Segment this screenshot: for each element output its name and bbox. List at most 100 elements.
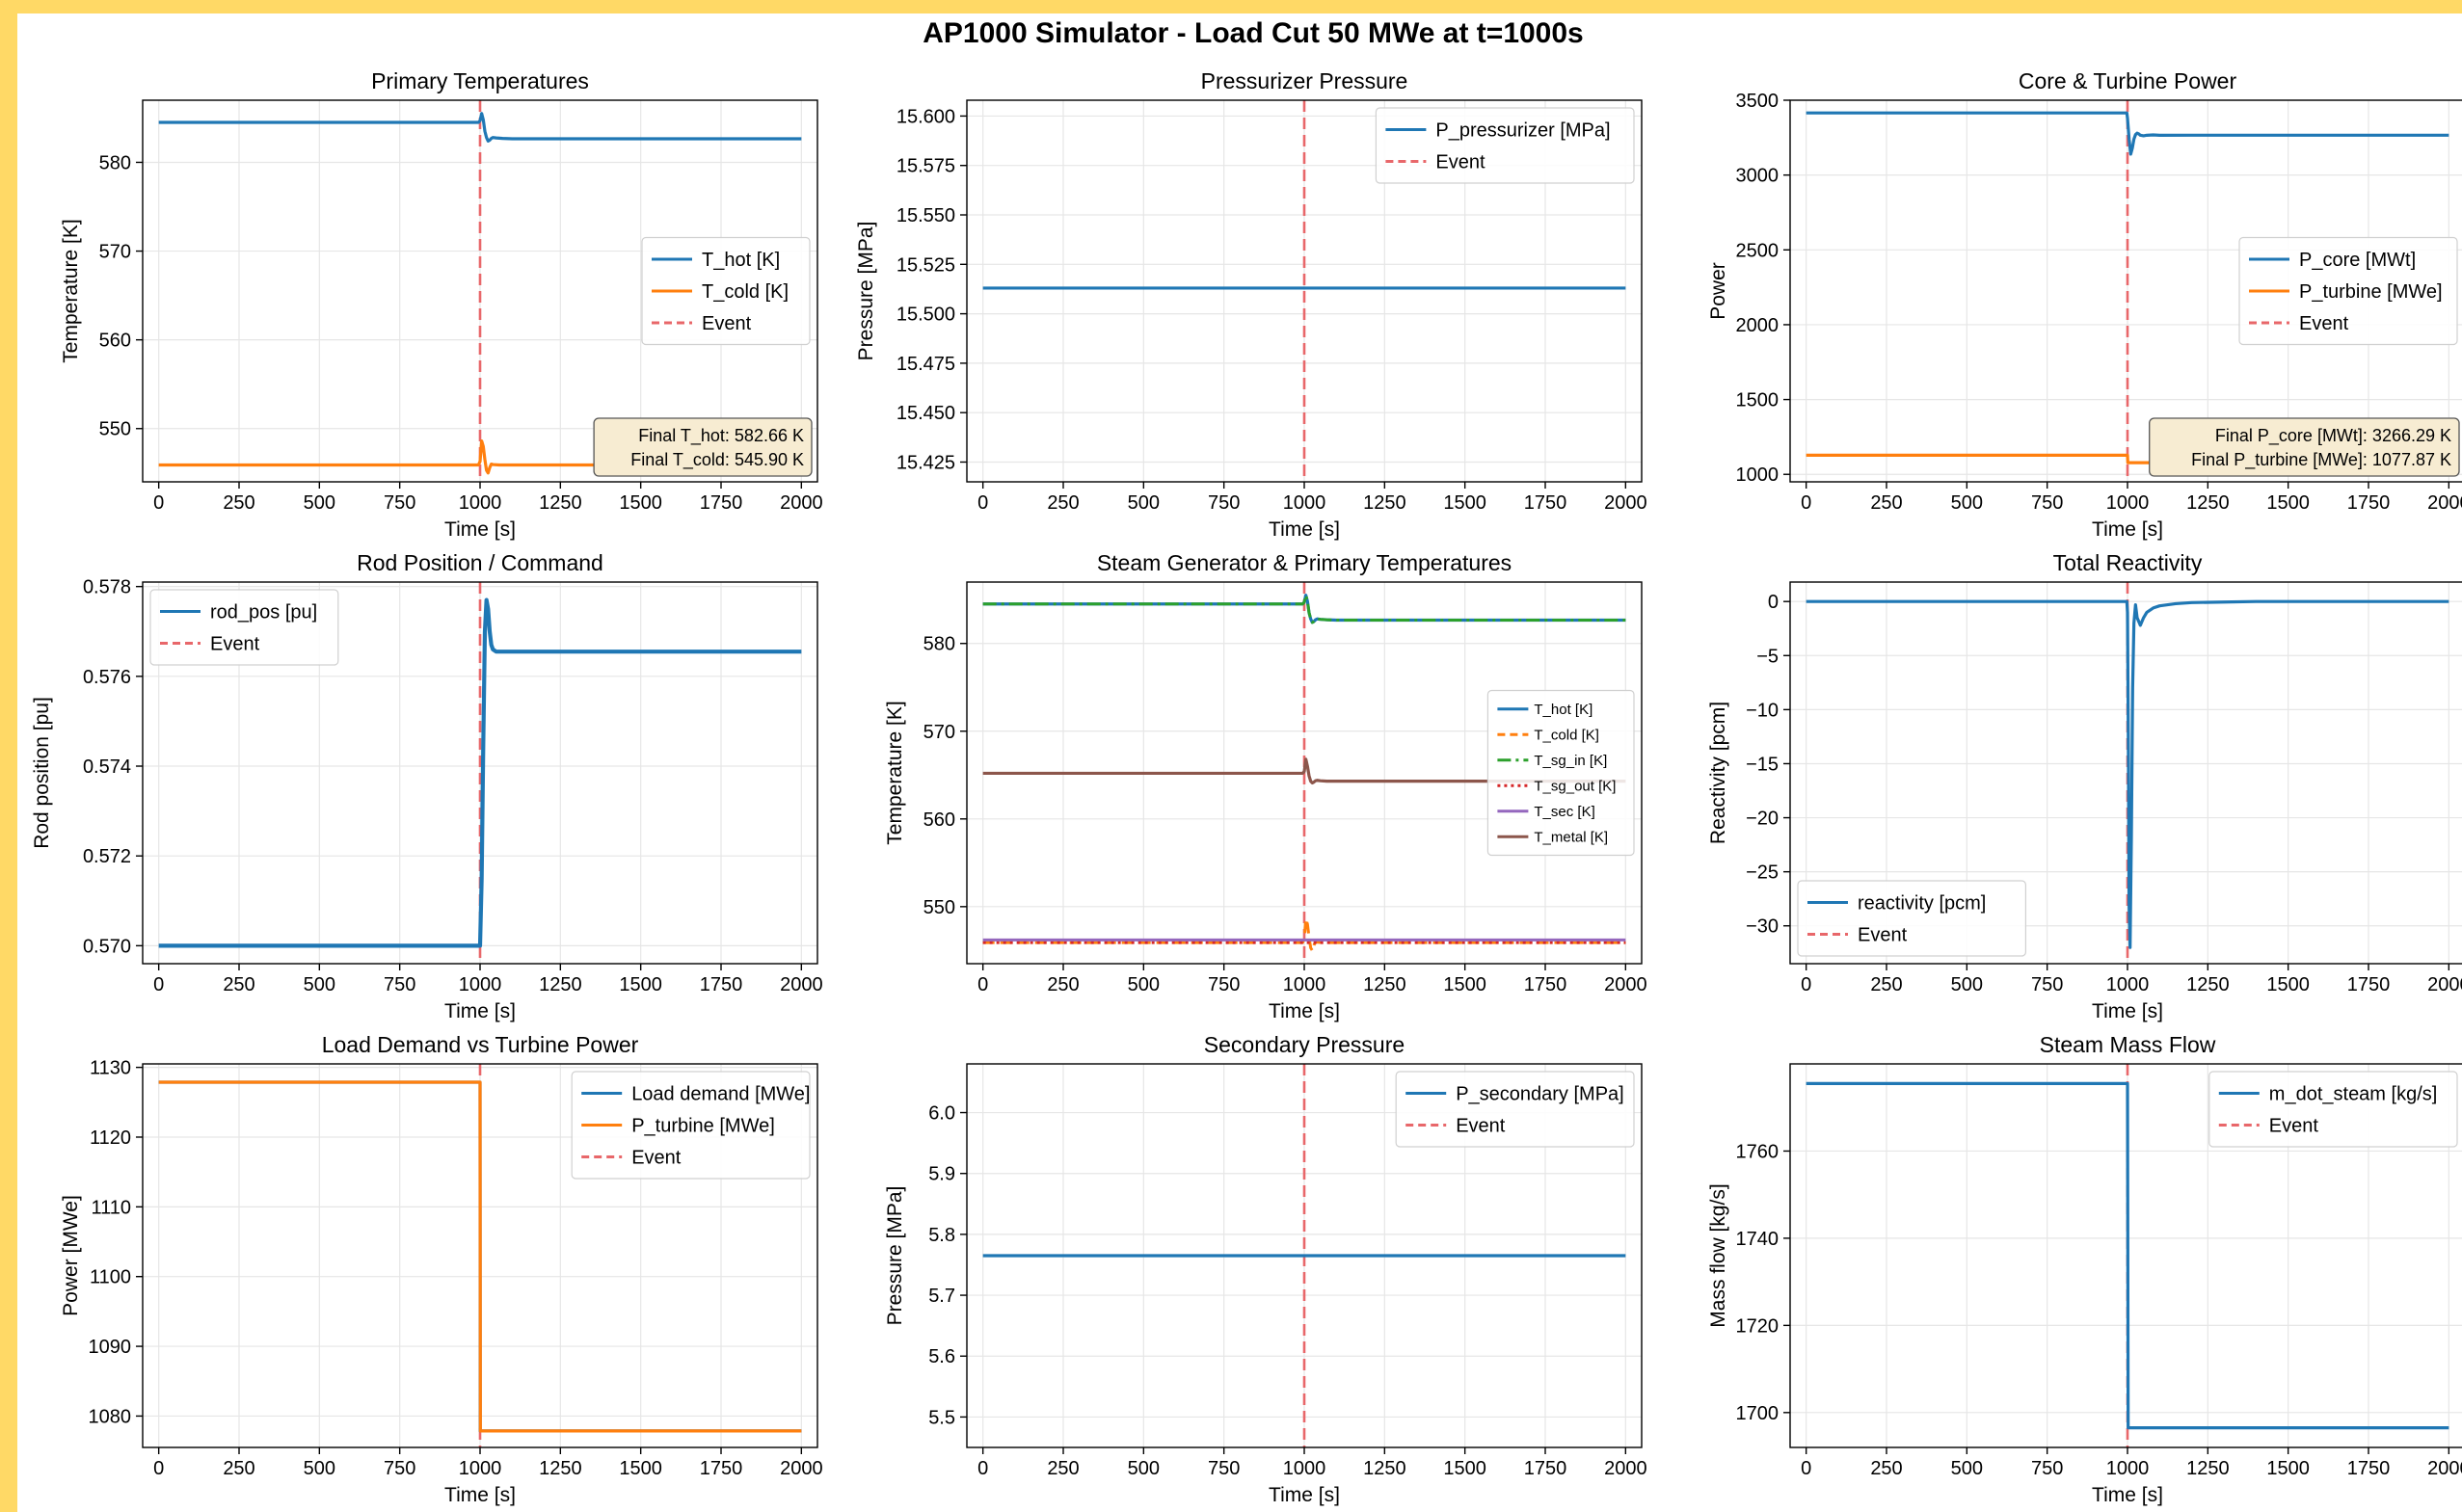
chart-title: Steam Mass Flow (2040, 1032, 2216, 1057)
series-line (158, 1080, 802, 1433)
chart-secondary-pressure: 0 250 500 750 1000 1250 1500 1750 2000 5.5 5.6 5.7 5… (884, 1032, 1647, 1506)
legend-label: T_hot [K] (702, 250, 780, 271)
x-tick-label: 1500 (2266, 1458, 2310, 1479)
y-tick-label: 3000 (1736, 166, 1780, 187)
x-tick-label: 2000 (1604, 492, 1647, 514)
x-tick-label: 750 (384, 1458, 415, 1479)
x-tick-label: 1000 (2106, 974, 2150, 995)
legend-box (2208, 1071, 2458, 1148)
legend-label: Event (1435, 152, 1485, 173)
x-tick-label: 500 (1128, 492, 1160, 514)
legend: P_secondary [MPa] Event (1395, 1071, 1635, 1148)
chart-title: Secondary Pressure (1204, 1032, 1405, 1057)
legend-label: T_hot [K] (1534, 702, 1592, 718)
annotation-box (593, 417, 813, 477)
x-tick-label: 1250 (2186, 1458, 2230, 1479)
x-tick-label: 500 (1951, 974, 1983, 995)
y-tick-label: −30 (1746, 916, 1779, 938)
x-tick-label: 250 (223, 492, 254, 514)
y-tick-label: 580 (923, 634, 955, 655)
legend: m_dot_steam [kg/s] Event (2208, 1071, 2458, 1148)
y-tick-label: −25 (1746, 862, 1779, 884)
y-tick-label: 0.574 (83, 756, 131, 778)
x-tick-label: 1500 (2266, 974, 2310, 995)
x-tick-label: 250 (1047, 1458, 1079, 1479)
y-tick-label: 0 (1768, 592, 1779, 613)
legend-label: P_secondary [MPa] (1456, 1084, 1624, 1105)
legend-label: Event (1456, 1116, 1506, 1137)
x-tick-label: 250 (1870, 974, 1902, 995)
x-tick-label: 500 (304, 492, 335, 514)
y-tick-label: 550 (923, 897, 955, 918)
y-tick-label: 2000 (1736, 315, 1780, 336)
legend-label: Event (1858, 925, 1908, 946)
legend: T_hot [K] T_cold [K] T_sg_in [K] T_sg_out [… (1486, 689, 1635, 857)
x-tick-label: 1000 (459, 492, 502, 514)
legend-label: P_core [MWt] (2299, 250, 2416, 271)
y-tick-label: 15.425 (896, 452, 955, 473)
x-axis-label: Time [s] (1269, 1484, 1340, 1506)
chart-sg-primary-temperatures: 0 250 500 750 1000 1250 1500 1750 2000 550 560 570 5… (884, 550, 1647, 1022)
legend: P_core [MWt] P_turbine [MWe] Event (2238, 236, 2458, 346)
x-tick-label: 0 (1801, 1458, 1811, 1479)
x-tick-label: 750 (2031, 492, 2063, 514)
x-tick-label: 250 (1047, 974, 1079, 995)
y-tick-label: 0.576 (83, 667, 131, 688)
x-tick-label: 2000 (780, 492, 823, 514)
x-axis-label: Time [s] (2092, 1484, 2163, 1506)
legend: Load demand [MWe] P_turbine [MWe] Event (571, 1071, 811, 1180)
x-tick-label: 250 (223, 1458, 254, 1479)
chart-title: Rod Position / Command (357, 550, 603, 575)
x-tick-label: 1000 (1283, 974, 1326, 995)
y-tick-label: 15.550 (896, 205, 955, 226)
x-axis-label: Time [s] (444, 1000, 516, 1022)
y-tick-label: 5.6 (928, 1346, 955, 1367)
x-tick-label: 1000 (1283, 492, 1326, 514)
annotation: Final P_core [MWt]: 3266.29 K Final P_tur… (2149, 417, 2460, 477)
x-tick-label: 1250 (1363, 974, 1406, 995)
y-axis-label: Temperature [K] (60, 219, 82, 362)
y-tick-label: 15.600 (896, 106, 955, 127)
chart-total-reactivity: 0 250 500 750 1000 1250 1500 1750 2000 −30 −25 −20 −… (1707, 550, 2462, 1022)
chart-title: Pressurizer Pressure (1201, 68, 1408, 93)
x-tick-label: 1750 (1524, 492, 1567, 514)
y-tick-label: 1760 (1736, 1141, 1780, 1162)
chart-core-turbine-power: 0 250 500 750 1000 1250 1500 1750 2000 1000 1500 20… (1707, 68, 2462, 541)
x-tick-label: 750 (384, 974, 415, 995)
x-tick-label: 1250 (1363, 1458, 1406, 1479)
chart-steam-mass-flow: 0 250 500 750 1000 1250 1500 1750 2000 1700 1720 17… (1707, 1032, 2462, 1506)
x-tick-label: 1750 (2347, 492, 2391, 514)
x-tick-label: 2000 (1604, 974, 1647, 995)
y-tick-label: −5 (1756, 646, 1779, 667)
x-axis-label: Time [s] (1269, 518, 1340, 541)
x-tick-label: 750 (2031, 974, 2063, 995)
annotation-text: Final T_hot: 582.66 K (638, 426, 804, 446)
figure-title: AP1000 Simulator - Load Cut 50 MWe at t=… (923, 17, 1584, 49)
legend-label: reactivity [pcm] (1858, 893, 1986, 915)
x-tick-label: 1500 (1443, 492, 1486, 514)
y-tick-label: 3500 (1736, 91, 1780, 112)
y-tick-label: −10 (1746, 700, 1779, 721)
legend-label: Event (2269, 1116, 2319, 1137)
legend: reactivity [pcm] Event (1797, 880, 2026, 957)
x-tick-label: 1750 (1524, 974, 1567, 995)
y-tick-label: 1110 (91, 1197, 131, 1218)
x-tick-label: 2000 (2427, 492, 2462, 514)
x-tick-label: 750 (1208, 974, 1240, 995)
series-line (1806, 599, 2449, 949)
x-tick-label: 500 (1128, 974, 1160, 995)
y-tick-label: 570 (99, 242, 131, 263)
x-tick-label: 2000 (2427, 974, 2462, 995)
x-tick-label: 750 (384, 492, 415, 514)
y-tick-label: 5.5 (928, 1407, 955, 1428)
series-line (158, 112, 802, 143)
y-tick-label: 5.8 (928, 1225, 955, 1246)
x-tick-label: 2000 (2427, 1458, 2462, 1479)
legend-label: Event (2299, 313, 2349, 334)
y-tick-label: 1700 (1736, 1403, 1780, 1424)
annotation-text: Final P_core [MWt]: 3266.29 K (2215, 426, 2451, 446)
x-tick-label: 1250 (2186, 974, 2230, 995)
legend: P_pressurizer [MPa] Event (1375, 107, 1635, 184)
x-tick-label: 1750 (2347, 1458, 2391, 1479)
y-tick-label: 15.475 (896, 354, 955, 375)
